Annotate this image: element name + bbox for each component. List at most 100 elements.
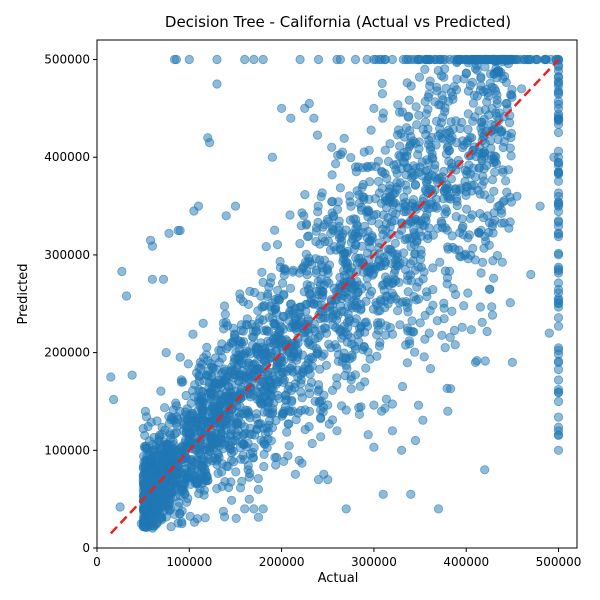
data-point <box>160 425 170 435</box>
data-point <box>487 82 497 92</box>
data-point <box>388 208 398 218</box>
data-point <box>300 424 310 435</box>
data-point <box>249 504 259 514</box>
data-point <box>366 125 376 135</box>
data-point <box>199 353 209 363</box>
data-point <box>346 384 356 394</box>
data-point <box>428 263 438 273</box>
data-point <box>482 97 492 107</box>
data-point <box>141 412 152 422</box>
data-point <box>424 135 434 145</box>
data-point <box>307 438 317 449</box>
data-point <box>482 211 493 221</box>
data-point <box>288 265 298 275</box>
data-point <box>220 439 230 449</box>
data-point <box>279 290 289 300</box>
data-point <box>277 335 288 345</box>
data-point <box>405 140 415 150</box>
data-point <box>402 234 412 244</box>
data-point <box>459 74 469 84</box>
data-point <box>447 306 457 316</box>
data-point <box>199 445 209 455</box>
data-point <box>171 54 181 65</box>
data-point <box>480 465 490 475</box>
data-point <box>492 90 502 100</box>
data-point <box>441 180 452 190</box>
data-point <box>274 327 284 337</box>
data-point <box>226 444 236 454</box>
chart-title: Decision Tree - California (Actual vs Pr… <box>165 13 511 31</box>
data-point <box>449 54 459 65</box>
data-point <box>463 124 473 135</box>
data-point <box>492 111 502 121</box>
data-point <box>409 225 419 235</box>
data-point <box>403 307 413 317</box>
data-point <box>339 306 349 317</box>
data-point <box>257 267 267 277</box>
data-point <box>327 142 337 152</box>
data-point <box>476 123 486 133</box>
data-point <box>256 338 266 348</box>
data-point <box>354 409 364 419</box>
data-point <box>243 405 253 416</box>
data-point <box>502 130 512 140</box>
data-point <box>553 158 564 168</box>
data-point <box>199 490 209 500</box>
data-point <box>255 397 265 407</box>
data-point <box>319 390 329 400</box>
data-point <box>420 97 430 107</box>
data-point <box>414 72 425 82</box>
data-point <box>192 514 202 524</box>
data-point <box>487 310 498 320</box>
data-point <box>451 116 461 126</box>
data-point <box>267 152 277 162</box>
data-point <box>388 189 398 199</box>
data-point <box>176 375 186 385</box>
data-point <box>393 305 403 316</box>
data-point <box>405 326 416 336</box>
data-point <box>155 452 165 462</box>
data-point <box>437 172 447 182</box>
data-point <box>411 295 421 305</box>
data-point <box>146 465 156 475</box>
data-point <box>217 339 227 349</box>
data-point <box>280 266 290 276</box>
data-point <box>385 322 395 333</box>
data-point <box>406 276 416 286</box>
data-point <box>140 430 150 440</box>
data-point <box>303 314 313 324</box>
data-point <box>406 242 416 252</box>
data-point <box>407 316 417 326</box>
data-point <box>553 119 564 129</box>
data-point <box>374 188 384 198</box>
data-point <box>255 314 265 324</box>
data-point <box>339 133 349 143</box>
data-point <box>245 468 255 479</box>
data-point <box>553 387 564 397</box>
data-point <box>474 228 484 238</box>
data-point <box>371 261 381 272</box>
data-point <box>383 156 394 167</box>
data-point <box>195 426 205 436</box>
data-point <box>451 138 462 148</box>
data-point <box>476 268 486 278</box>
data-point <box>285 283 296 293</box>
data-point <box>474 106 484 116</box>
data-point <box>258 504 268 514</box>
data-point <box>307 340 318 351</box>
data-point <box>335 327 345 337</box>
data-point <box>154 460 164 470</box>
data-point <box>253 473 263 484</box>
y-tick-label: 400000 <box>44 150 90 164</box>
data-point <box>392 178 402 188</box>
data-point <box>324 339 334 349</box>
data-point <box>323 236 334 247</box>
data-point <box>448 94 458 104</box>
data-point <box>406 217 416 227</box>
data-point <box>442 225 452 235</box>
data-point <box>295 239 305 249</box>
data-point <box>275 256 285 267</box>
data-point <box>482 326 492 337</box>
data-point <box>516 84 527 94</box>
data-point <box>432 86 442 96</box>
